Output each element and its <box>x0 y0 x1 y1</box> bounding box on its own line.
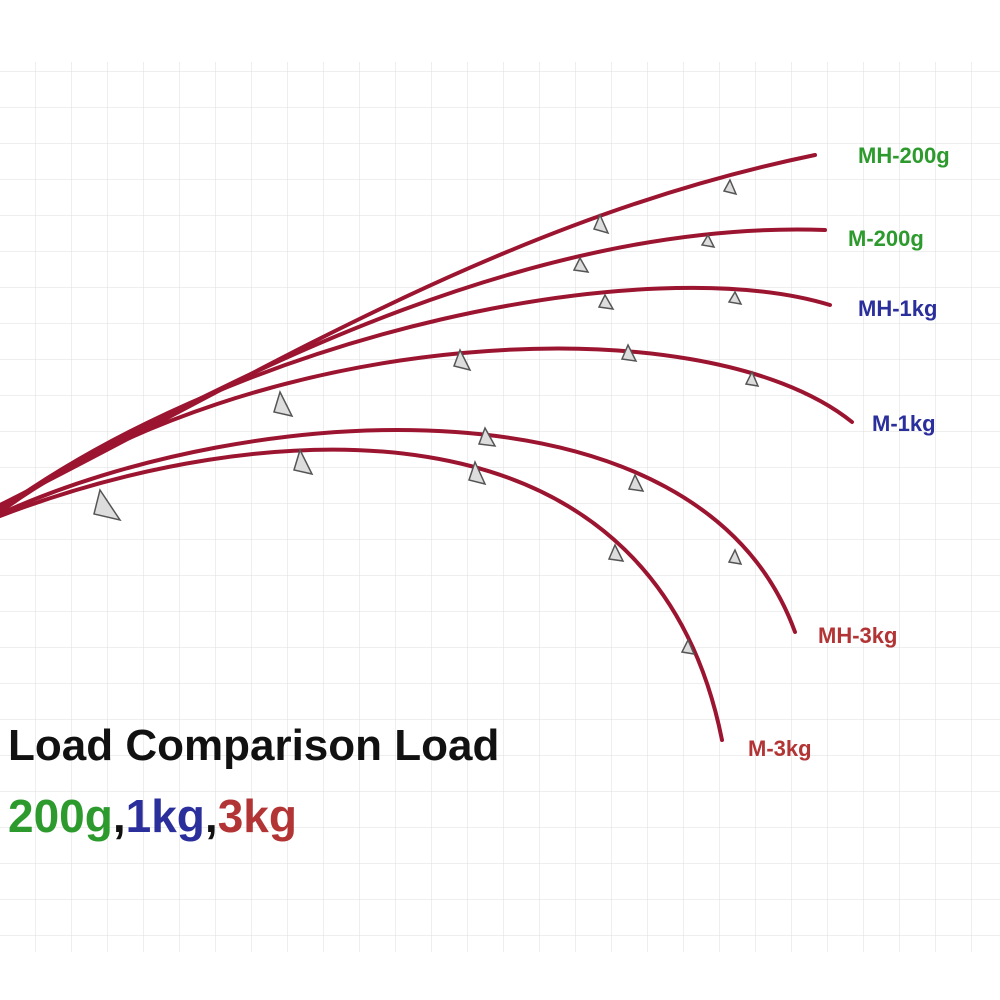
load-3kg: 3kg <box>218 790 297 842</box>
rod <box>0 346 854 514</box>
separator: , <box>205 790 218 842</box>
separator: , <box>113 790 126 842</box>
title: Load Comparison Load <box>8 721 499 770</box>
rod-label: M-1kg <box>872 411 936 436</box>
rod <box>0 428 797 634</box>
guides <box>93 178 760 655</box>
grid-background <box>0 62 1000 952</box>
rod-label: MH-3kg <box>818 623 897 648</box>
rod-label: MH-1kg <box>858 296 937 321</box>
subtitle: 200g,1kg,3kg <box>8 790 297 842</box>
rod <box>0 285 832 512</box>
rod-label: M-3kg <box>748 736 812 761</box>
rods <box>0 153 854 742</box>
load-200g: 200g <box>8 790 113 842</box>
rod-label: M-200g <box>848 226 924 251</box>
rod-label: MH-200g <box>858 143 950 168</box>
rod <box>0 447 724 742</box>
load-1kg: 1kg <box>126 790 205 842</box>
